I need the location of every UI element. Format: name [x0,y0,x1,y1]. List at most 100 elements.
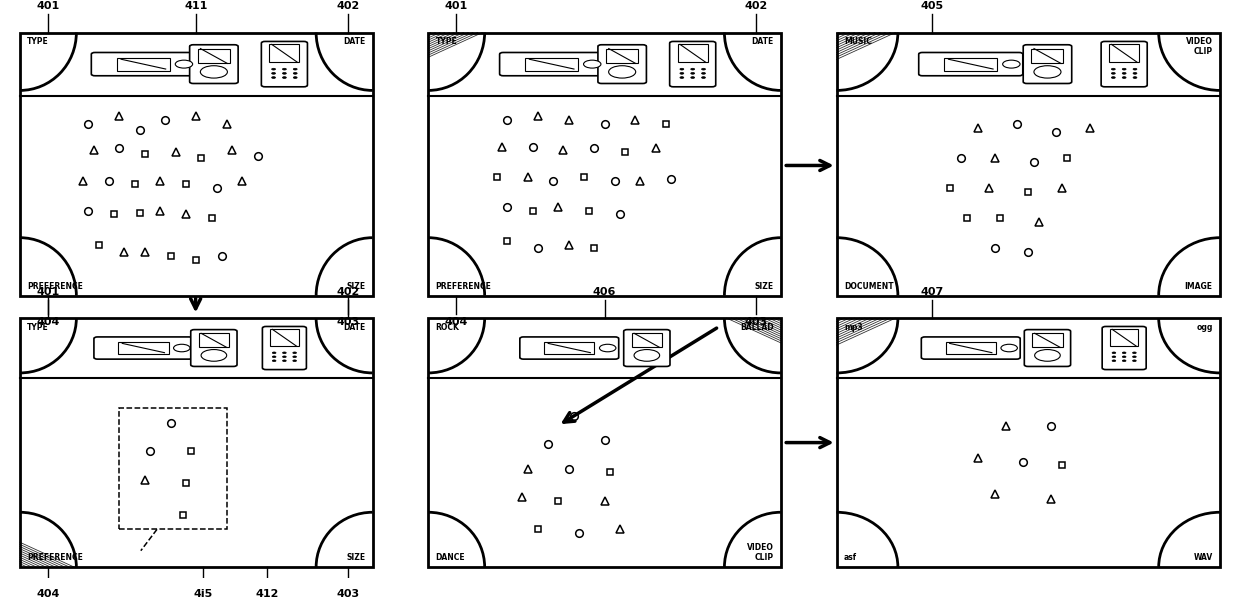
Bar [544,342,594,354]
FancyBboxPatch shape [190,45,238,84]
Circle shape [283,72,286,74]
Bar [117,57,170,71]
FancyBboxPatch shape [921,337,1021,359]
Text: 412: 412 [255,588,279,598]
Circle shape [283,68,286,70]
Text: PREFERENCE: PREFERENCE [27,282,83,291]
FancyBboxPatch shape [191,329,237,367]
Text: VIDEO
CLIP: VIDEO CLIP [1185,37,1213,56]
Text: 402: 402 [744,1,768,11]
Circle shape [1132,352,1136,353]
Circle shape [1122,77,1126,78]
Text: VIDEO
CLIP: VIDEO CLIP [746,543,774,563]
Bar [525,57,578,71]
Bar [428,318,781,567]
Bar [1032,48,1064,63]
Circle shape [680,77,683,78]
Bar [606,48,639,63]
Text: 404: 404 [445,317,469,327]
Text: ogg: ogg [1197,323,1213,332]
Text: IMAGE: IMAGE [1184,282,1213,291]
Circle shape [702,68,706,70]
Text: 411: 411 [185,1,208,11]
Circle shape [1034,66,1061,78]
Text: 404: 404 [36,317,60,327]
FancyBboxPatch shape [1102,327,1146,370]
Circle shape [1132,360,1136,362]
Circle shape [1001,344,1017,352]
Circle shape [174,344,190,352]
Text: DATE: DATE [343,37,365,46]
Text: ROCK: ROCK [435,323,460,332]
Circle shape [283,77,286,78]
Text: PREFERENCE: PREFERENCE [27,554,83,563]
FancyBboxPatch shape [94,337,192,359]
Bar [1033,333,1063,347]
Bar [20,318,372,567]
Circle shape [272,72,275,74]
Circle shape [293,352,296,353]
Circle shape [1112,356,1116,358]
Text: 403: 403 [336,317,360,327]
FancyBboxPatch shape [624,329,670,367]
FancyBboxPatch shape [263,327,306,370]
Circle shape [273,360,277,362]
FancyBboxPatch shape [670,41,715,87]
Text: MUSIC: MUSIC [844,37,872,46]
FancyBboxPatch shape [1101,41,1147,87]
Circle shape [201,350,227,361]
Circle shape [1111,72,1115,74]
Circle shape [175,60,192,68]
Circle shape [294,68,298,70]
Text: mp3: mp3 [844,323,863,332]
Bar [198,333,229,347]
Text: 404: 404 [36,588,60,598]
Circle shape [201,66,227,78]
Bar [837,318,1220,567]
FancyBboxPatch shape [919,53,1023,76]
Text: BALLAD: BALLAD [740,323,774,332]
Text: 4i5: 4i5 [193,588,213,598]
Text: 401: 401 [445,1,467,11]
Text: 407: 407 [921,286,944,297]
FancyBboxPatch shape [1023,45,1071,84]
Text: SIZE: SIZE [346,282,365,291]
Circle shape [702,72,706,74]
Circle shape [680,72,683,74]
Circle shape [293,360,296,362]
Circle shape [1111,77,1115,78]
Circle shape [294,72,298,74]
Circle shape [1122,72,1126,74]
Circle shape [294,77,298,78]
Text: 401: 401 [36,1,60,11]
FancyBboxPatch shape [92,53,196,76]
Text: DOCUMENT: DOCUMENT [844,282,894,291]
Bar [946,342,996,354]
Circle shape [584,60,601,68]
Circle shape [1034,350,1060,361]
Text: TYPE: TYPE [27,37,50,46]
FancyBboxPatch shape [520,337,619,359]
Text: DATE: DATE [751,37,774,46]
Bar [118,342,169,354]
Text: TYPE: TYPE [435,37,458,46]
Circle shape [283,352,286,353]
Circle shape [273,356,277,358]
Bar [428,32,781,295]
Text: DATE: DATE [343,323,365,332]
Circle shape [702,77,706,78]
Text: 406: 406 [593,286,616,297]
Bar [119,408,227,529]
Circle shape [1133,68,1137,70]
Circle shape [272,68,275,70]
Circle shape [273,352,277,353]
Circle shape [272,77,275,78]
Circle shape [1112,352,1116,353]
Circle shape [609,66,636,78]
Circle shape [1122,356,1126,358]
Circle shape [691,68,694,70]
Text: PREFERENCE: PREFERENCE [435,282,491,291]
Bar [20,32,372,295]
Text: asf: asf [844,554,857,563]
FancyBboxPatch shape [500,53,604,76]
